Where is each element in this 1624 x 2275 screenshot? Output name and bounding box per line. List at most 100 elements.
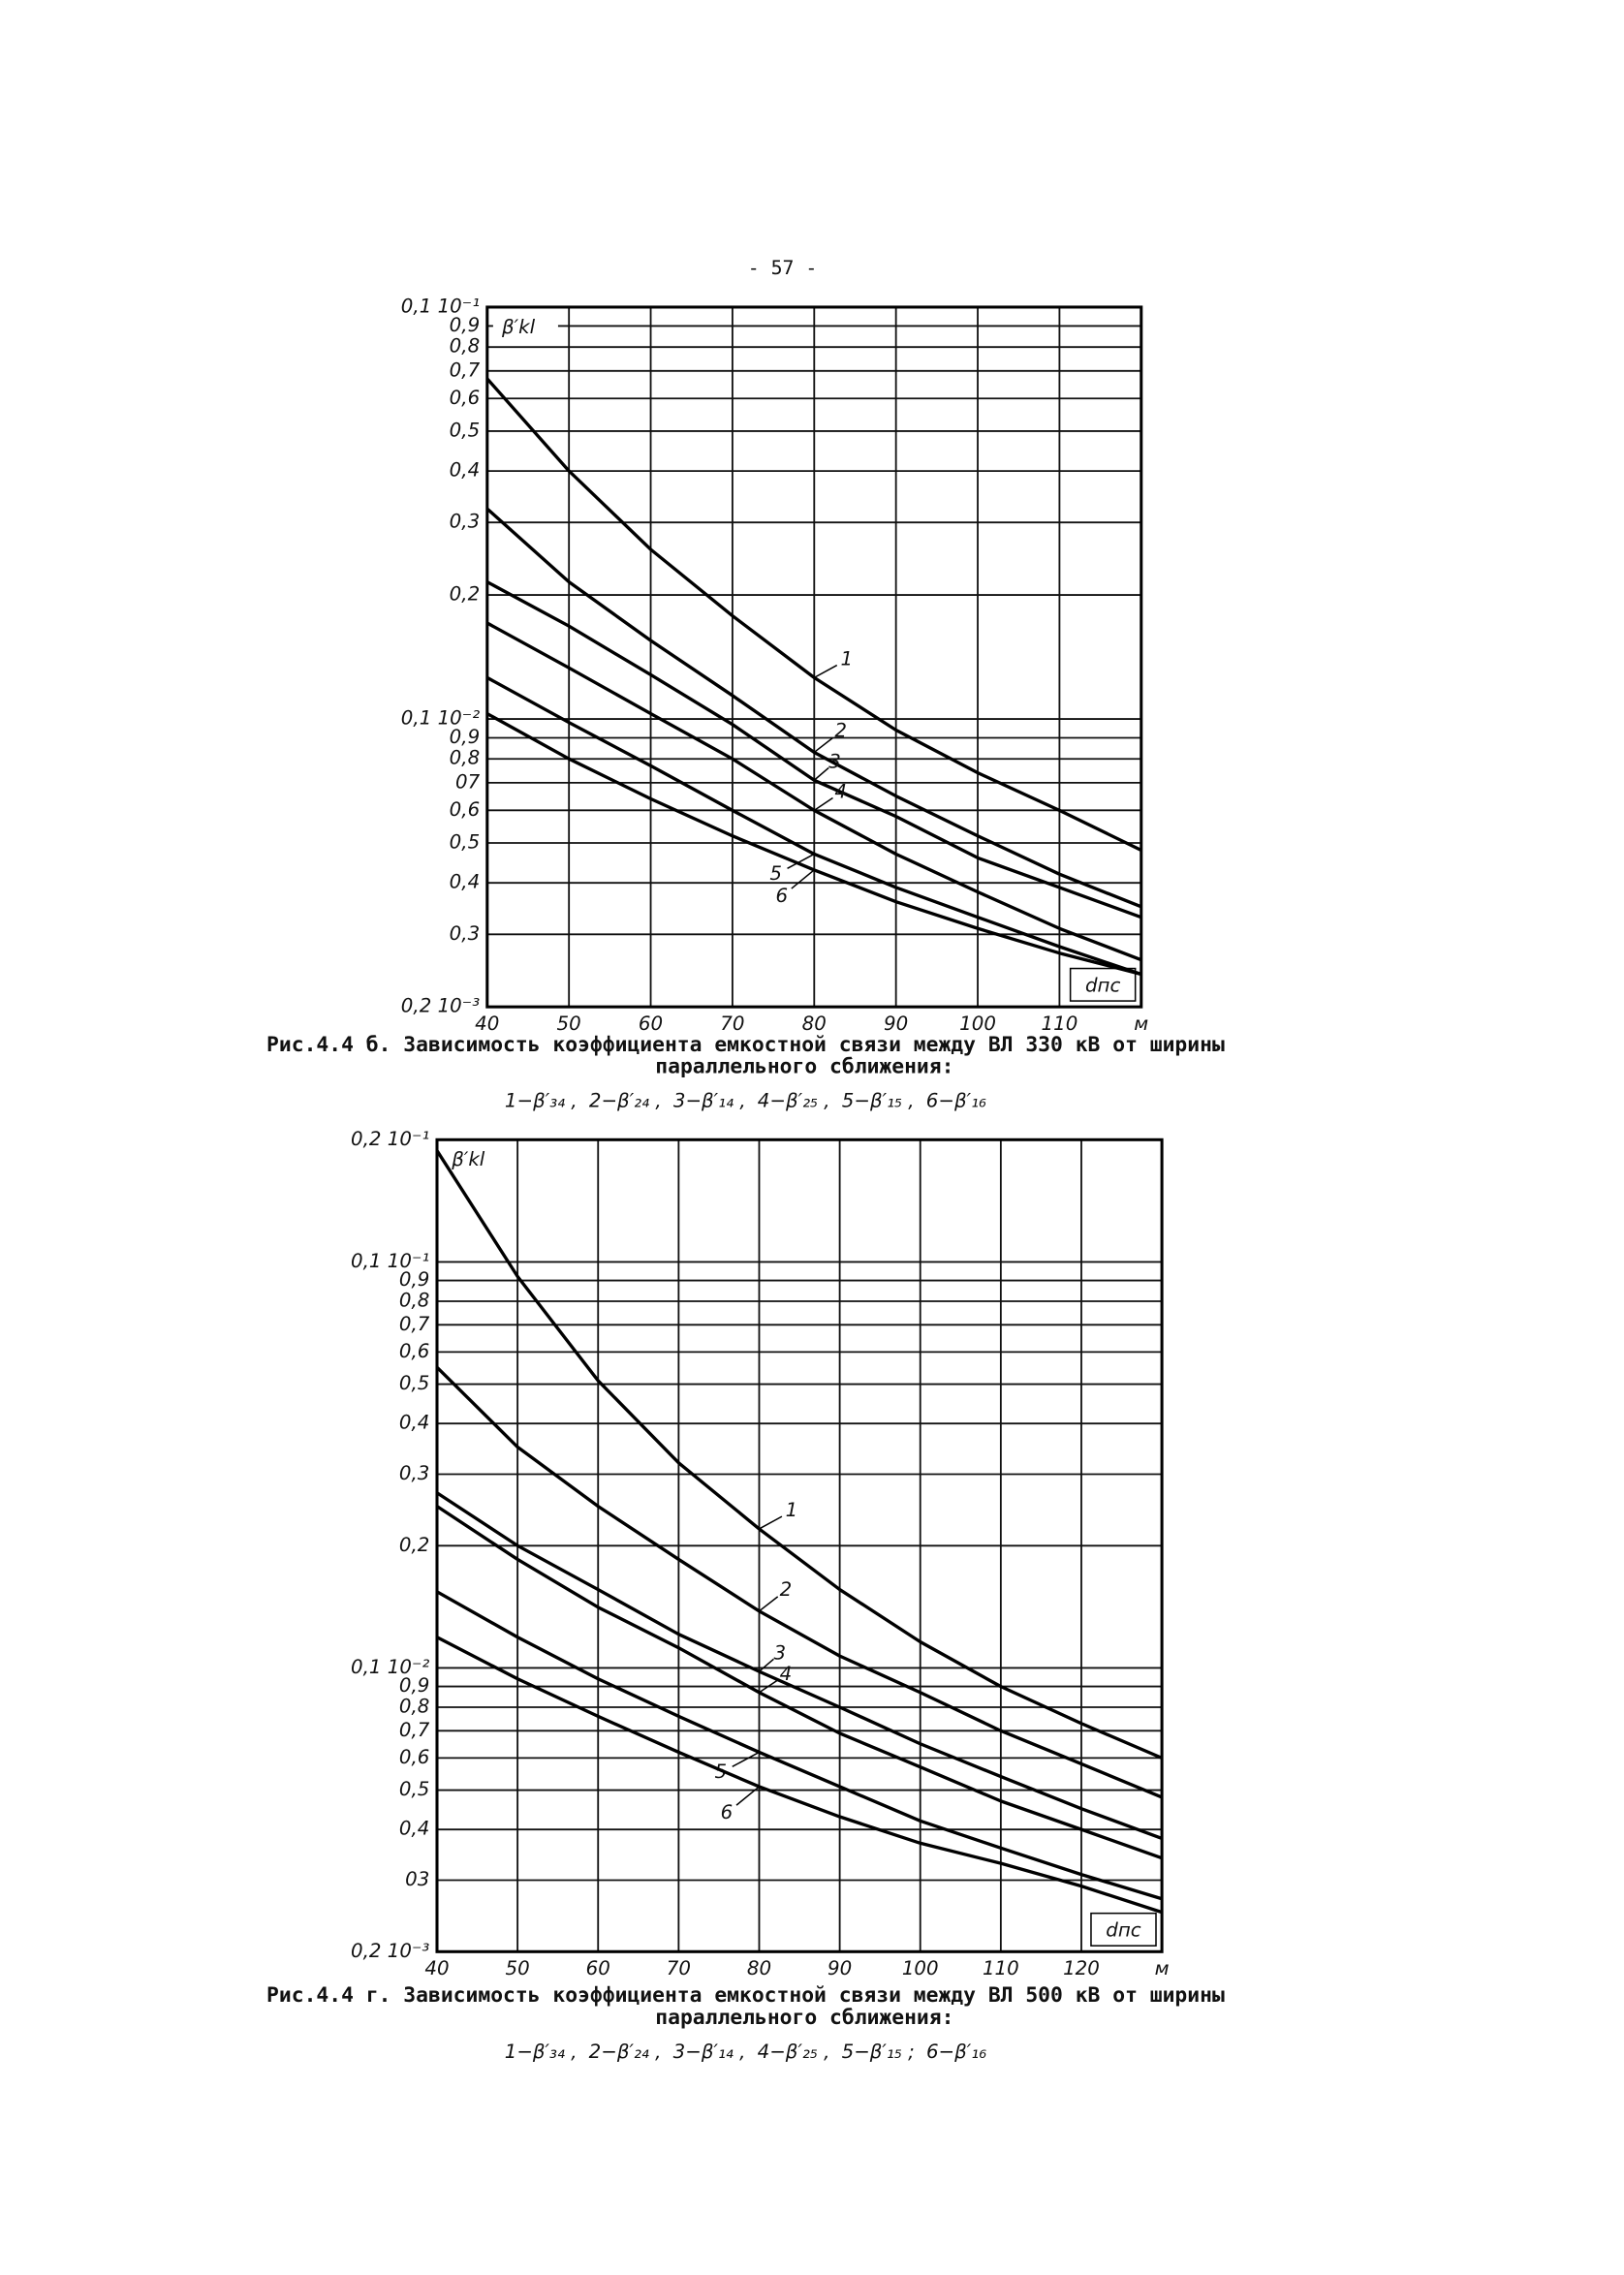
x-tick-label: 100 — [902, 1957, 939, 1979]
y-tick-label: 0,2 10⁻¹ — [351, 1128, 429, 1150]
label-leader — [791, 869, 815, 889]
y-tick-label: 07 — [455, 770, 481, 793]
x-axis-label: dпс — [1106, 1918, 1141, 1941]
x-label-box — [1090, 1912, 1157, 1947]
y-tick-label: 0,6 — [399, 1746, 429, 1768]
x-tick-label: м — [1155, 1957, 1170, 1979]
legend-entry: 1−β′₃₄ , — [505, 2040, 578, 2062]
label-leader — [813, 664, 838, 679]
y-tick-label: 0,9 — [399, 1268, 429, 1291]
x-tick-label: 50 — [506, 1957, 530, 1979]
y-tick-label: 0,4 — [450, 871, 480, 893]
y-tick-label: 0,2 — [450, 583, 480, 606]
caption: Рис.4.4 г. Зависимость коэффициента емко… — [266, 1983, 1225, 2008]
x-tick-label: 80 — [802, 1013, 827, 1035]
y-tick-label: 0,9 — [450, 726, 480, 748]
legend-entry: 3−β′₁₄ , — [673, 2040, 746, 2062]
label-leader — [735, 1786, 760, 1806]
y-tick-label: 0,9 — [450, 314, 480, 336]
y-tick-label: 0,4 — [399, 1412, 429, 1434]
curve — [436, 1491, 1163, 1840]
label-leader — [759, 1515, 783, 1530]
y-tick-label: 0,3 — [450, 922, 480, 945]
x-tick-label: 80 — [747, 1957, 771, 1979]
curve-label: 5 — [769, 862, 782, 885]
label-leader — [759, 1596, 779, 1612]
x-tick-label: 40 — [475, 1013, 499, 1035]
x-tick-label: 110 — [983, 1957, 1019, 1979]
y-tick-label: 0,1 10⁻² — [351, 1656, 429, 1678]
y-tick-label: 0,7 — [399, 1719, 430, 1741]
x-tick-label: 120 — [1063, 1957, 1100, 1979]
x-tick-label: м — [1134, 1013, 1148, 1035]
curve-label: 4 — [780, 1663, 793, 1685]
legend-entry: 5−β′₁₅ , — [842, 1089, 915, 1111]
x-tick-label: 70 — [720, 1013, 744, 1035]
label-leader — [813, 736, 833, 754]
y-tick-label: 0,6 — [450, 387, 480, 409]
y-tick-label: 0,7 — [450, 358, 481, 381]
y-tick-label: 0,2 — [399, 1534, 429, 1556]
y-tick-label: 0,8 — [399, 1696, 429, 1718]
x-tick-label: 110 — [1042, 1013, 1078, 1035]
y-tick-label: 0,2 10⁻³ — [351, 1940, 429, 1962]
legend-entry: 6−β′₁₆ — [926, 1089, 986, 1111]
y-tick-label: 0,1 10⁻¹ — [351, 1250, 429, 1272]
legend-entry: 3−β′₁₄ , — [673, 1089, 746, 1111]
y-label-box — [443, 1142, 509, 1178]
y-tick-label: 0,6 — [399, 1340, 429, 1362]
chart: 0,2 10⁻¹0,1 10⁻¹0,90,80,70,60,50,40,30,2… — [266, 1128, 1225, 2063]
curve — [485, 507, 1142, 909]
x-axis-label: dпс — [1085, 974, 1121, 996]
y-tick-label: 03 — [405, 1868, 429, 1890]
y-tick-label: 0,8 — [399, 1290, 429, 1312]
y-label-box — [492, 310, 558, 346]
y-tick-label: 0,4 — [450, 459, 480, 482]
label-leader — [759, 1679, 779, 1694]
x-tick-label: 50 — [557, 1013, 581, 1035]
legend-entry: 1−β′₃₄ , — [505, 1089, 578, 1111]
legend-entry: 5−β′₁₅ ; — [842, 2040, 915, 2062]
y-tick-label: 0,1 10⁻¹ — [401, 295, 480, 317]
curve — [435, 1149, 1163, 1760]
caption: параллельного сближения: — [655, 2006, 953, 2030]
x-tick-label: 40 — [424, 1957, 449, 1979]
x-label-box — [1069, 967, 1137, 1002]
legend-entry: 6−β′₁₆ — [926, 2040, 986, 2062]
x-tick-label: 70 — [667, 1957, 691, 1979]
label-leader — [813, 796, 833, 811]
legend: 1−β′₃₄ , 2−β′₂₄ , 3−β′₁₄ , 4−β′₂₅ , 5−β′₁₅ ,… — [505, 1089, 986, 1111]
y-tick-label: 0,9 — [399, 1674, 429, 1697]
y-tick-label: 0,5 — [450, 419, 480, 441]
curve — [486, 580, 1142, 919]
y-tick-label: 0,5 — [399, 1372, 429, 1394]
y-tick-label: 0,2 10⁻³ — [401, 995, 480, 1017]
x-tick-label: 100 — [959, 1013, 996, 1035]
curve-label: 2 — [780, 1578, 793, 1601]
caption: Рис.4.4 б. Зависимость коэффициента емко… — [266, 1033, 1225, 1057]
curve — [436, 1505, 1163, 1860]
y-tick-label: 0,8 — [450, 747, 480, 769]
curve — [435, 1366, 1163, 1799]
y-tick-label: 0,8 — [450, 335, 480, 358]
y-tick-label: 0,7 — [399, 1313, 430, 1335]
label-leader — [787, 853, 815, 870]
y-axis-label: β′kl — [451, 1148, 485, 1170]
curve — [436, 1590, 1163, 1901]
label-leader — [758, 1658, 774, 1672]
label-leader — [732, 1751, 760, 1768]
y-tick-label: 0,3 — [450, 511, 480, 533]
x-tick-label: 60 — [639, 1013, 663, 1035]
curve-label: 6 — [721, 1801, 734, 1823]
legend-entry: 2−β′₂₄ , — [589, 2040, 662, 2062]
plot-frame — [435, 1138, 1164, 1953]
y-tick-label: 0,6 — [450, 798, 480, 821]
curve — [485, 621, 1142, 962]
y-tick-label: 0,1 10⁻² — [401, 707, 480, 730]
y-tick-label: 0,5 — [450, 831, 480, 854]
curve-label: 3 — [828, 750, 841, 772]
curve — [485, 377, 1142, 853]
x-tick-label: 90 — [828, 1957, 852, 1979]
page-number: - 57 - — [748, 257, 818, 279]
